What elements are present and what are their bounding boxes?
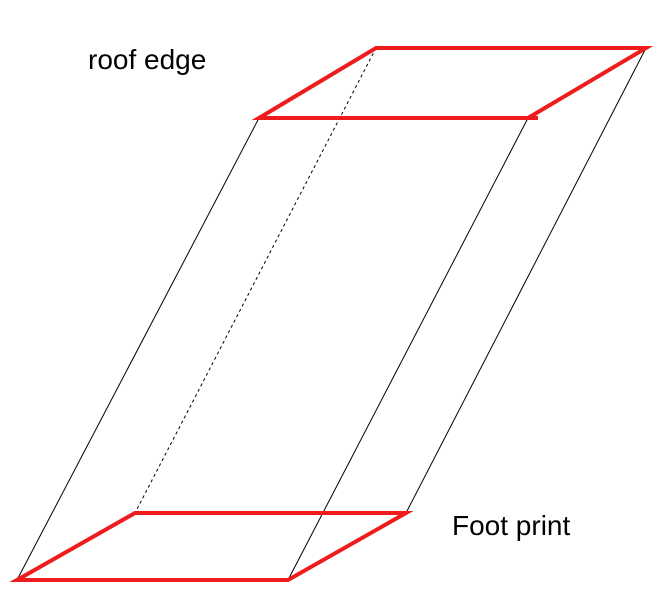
roof-edge-label: roof edge [88, 44, 207, 75]
back-right-vertical-edge [405, 47, 647, 514]
foot-print-label: Foot print [452, 510, 571, 541]
foot-print-outline [9, 511, 414, 582]
front-left-vertical-edge [16, 117, 260, 581]
front-right-vertical-edge [287, 117, 529, 581]
roof-edge-outline [251, 46, 654, 120]
